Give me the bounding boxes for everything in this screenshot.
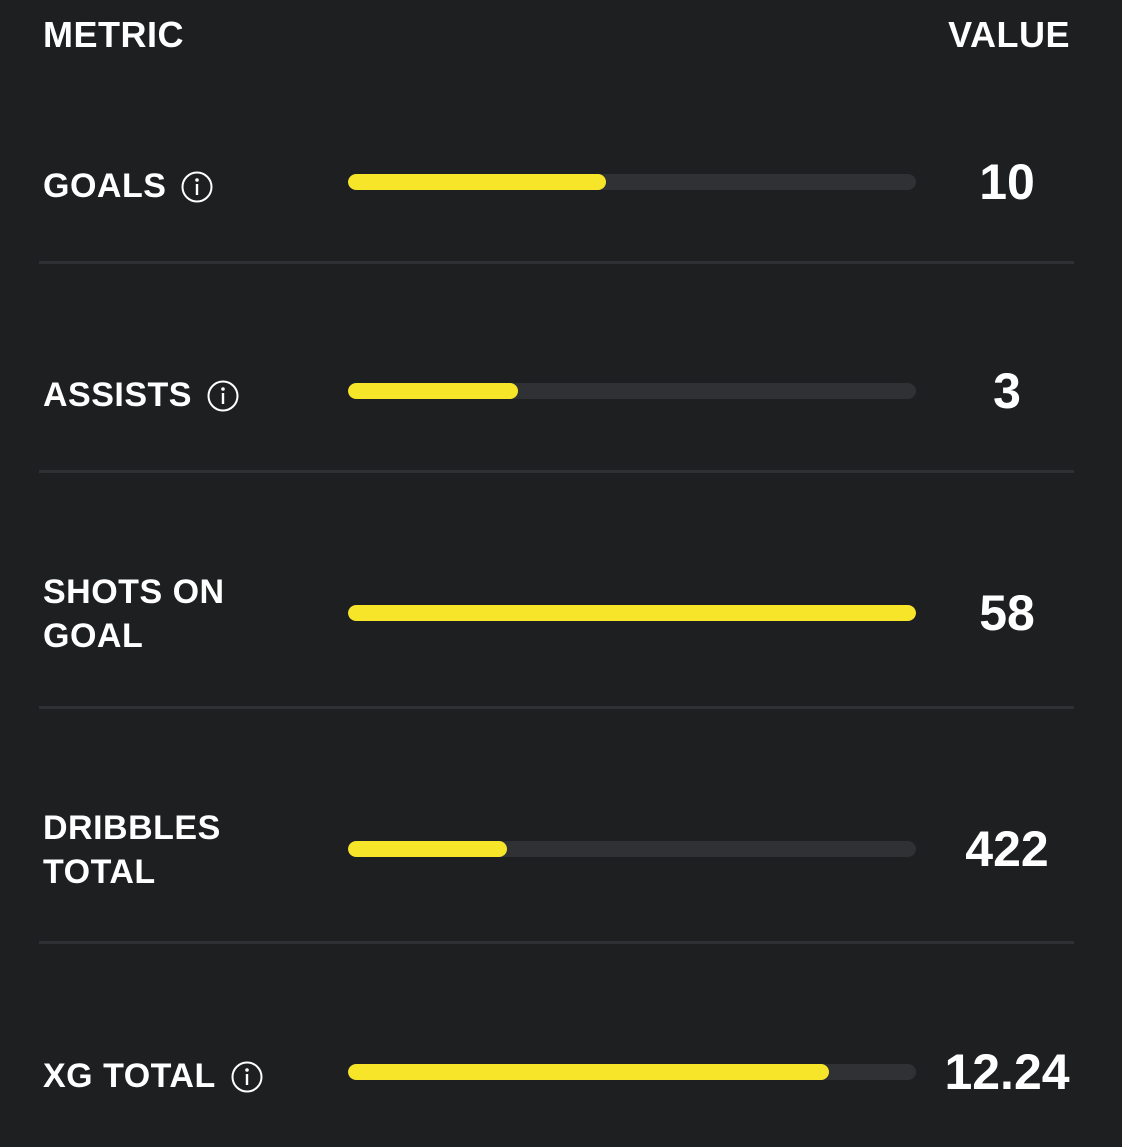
stat-label: DRIBBLES TOTAL (43, 806, 273, 894)
stat-value: 10 (979, 154, 1035, 210)
row-divider (39, 941, 1074, 944)
stat-label: ASSISTS (43, 373, 239, 417)
stat-bar-fill (348, 1064, 830, 1080)
stat-bar-track (348, 174, 916, 190)
stat-bar-fill (348, 174, 607, 190)
stat-value: 3 (993, 363, 1021, 419)
stat-label-text: DRIBBLES TOTAL (43, 809, 221, 891)
stat-label-text: ASSISTS (43, 376, 192, 414)
table-header: METRIC VALUE (0, 0, 1122, 80)
stat-label-text: SHOTS ON GOAL (43, 573, 225, 655)
stat-bar-track (348, 383, 916, 399)
stat-value: 12.24 (944, 1044, 1070, 1100)
stat-bar-track (348, 605, 916, 621)
stat-bar-fill (348, 605, 916, 621)
metric-column-header: METRIC (43, 14, 184, 55)
stat-value: 58 (979, 585, 1035, 641)
info-icon[interactable] (207, 379, 239, 412)
stat-label-text: XG TOTAL (43, 1057, 216, 1095)
stat-bar-track (348, 1064, 916, 1080)
info-icon[interactable] (231, 1060, 263, 1093)
stat-label-text: GOALS (43, 167, 167, 205)
row-divider (39, 261, 1074, 264)
row-divider (39, 706, 1074, 709)
value-column-header: VALUE (948, 14, 1070, 55)
stat-label: XG TOTAL (43, 1054, 263, 1098)
stat-label: GOALS (43, 164, 213, 208)
row-divider (39, 470, 1074, 473)
stat-value: 422 (965, 821, 1049, 877)
info-icon[interactable] (181, 170, 213, 203)
stat-bar-fill (348, 383, 519, 399)
stat-bar-track (348, 841, 916, 857)
stat-label: SHOTS ON GOAL (43, 570, 273, 658)
stat-bar-fill (348, 841, 508, 857)
